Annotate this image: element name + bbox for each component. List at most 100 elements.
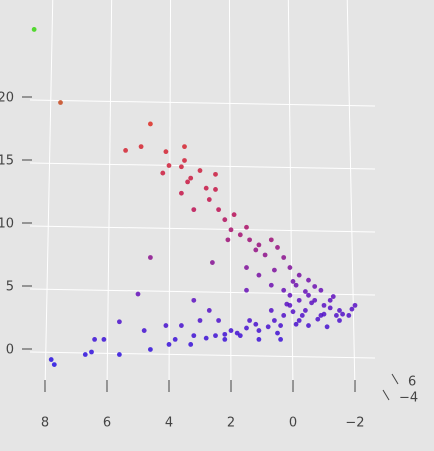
point: [327, 297, 333, 303]
point: [281, 287, 287, 293]
point: [92, 337, 97, 342]
point: [182, 144, 187, 150]
point: [281, 255, 287, 260]
point: [327, 305, 333, 311]
point: [213, 171, 218, 177]
point: [268, 237, 274, 243]
point: [203, 185, 209, 191]
point: [334, 313, 339, 318]
point: [179, 164, 184, 170]
grid-line: [29, 225, 376, 233]
point: [340, 311, 345, 317]
point: [237, 232, 243, 238]
point: [337, 318, 342, 323]
point: [244, 224, 249, 230]
point: [321, 311, 327, 317]
point: [166, 163, 172, 168]
point: [210, 260, 215, 265]
point: [265, 324, 271, 330]
z-tick-label: 10: [0, 217, 14, 232]
point: [337, 308, 342, 313]
point: [312, 284, 318, 289]
point: [303, 289, 308, 294]
grid-line: [106, 0, 113, 393]
point: [247, 237, 253, 243]
point: [318, 287, 324, 293]
point: [31, 27, 37, 32]
z-tick-label: 0: [6, 343, 14, 358]
point: [188, 175, 194, 181]
point: [244, 265, 249, 270]
point: [247, 318, 253, 323]
point: [244, 287, 249, 293]
point: [290, 309, 296, 315]
point: [213, 187, 218, 192]
point: [253, 247, 259, 253]
point: [278, 323, 283, 328]
x-tick-label: 2: [227, 416, 235, 431]
point: [290, 279, 296, 284]
y-tick-label: 6: [408, 375, 416, 390]
point: [163, 149, 169, 155]
point: [172, 337, 178, 342]
point: [321, 302, 327, 308]
point: [231, 212, 237, 218]
point: [185, 179, 191, 185]
point: [179, 190, 184, 196]
point: [179, 323, 184, 328]
y-tick: [382, 389, 390, 401]
point: [256, 328, 262, 333]
point: [303, 308, 308, 313]
point: [228, 328, 234, 333]
grid-line: [44, 0, 54, 393]
grid-line: [228, 0, 232, 393]
point: [281, 313, 287, 318]
point: [278, 337, 283, 342]
grid-line: [346, 0, 356, 393]
point: [222, 217, 228, 223]
point: [272, 267, 277, 273]
point: [272, 318, 277, 323]
point: [296, 297, 302, 303]
point: [306, 292, 311, 298]
point: [324, 324, 330, 330]
point: [225, 237, 231, 243]
point: [191, 297, 197, 303]
point: [206, 197, 212, 202]
grid-line: [287, 0, 294, 393]
x-tick-label: 4: [165, 416, 173, 431]
point: [160, 170, 166, 176]
point: [330, 294, 336, 299]
point: [306, 277, 311, 283]
point: [216, 207, 222, 213]
point: [89, 349, 94, 355]
point: [222, 337, 228, 342]
point: [117, 319, 122, 325]
y-tick-label: −4: [399, 391, 418, 406]
point: [306, 323, 311, 328]
point: [148, 347, 153, 352]
point: [197, 168, 203, 173]
point: [216, 318, 222, 323]
point: [148, 121, 153, 127]
point: [138, 144, 144, 150]
point: [182, 158, 187, 163]
point: [148, 255, 153, 260]
point: [191, 207, 197, 213]
point: [287, 292, 293, 298]
point: [284, 301, 290, 307]
point: [123, 148, 128, 153]
point: [141, 328, 147, 333]
grid-line: [168, 0, 172, 393]
point: [253, 321, 259, 327]
point: [166, 342, 172, 347]
point: [256, 272, 262, 278]
z-tick-label: 5: [6, 280, 14, 295]
point: [296, 318, 302, 323]
point: [222, 331, 228, 337]
point: [228, 227, 234, 233]
point: [58, 100, 63, 105]
point: [48, 357, 54, 362]
point: [197, 318, 203, 323]
